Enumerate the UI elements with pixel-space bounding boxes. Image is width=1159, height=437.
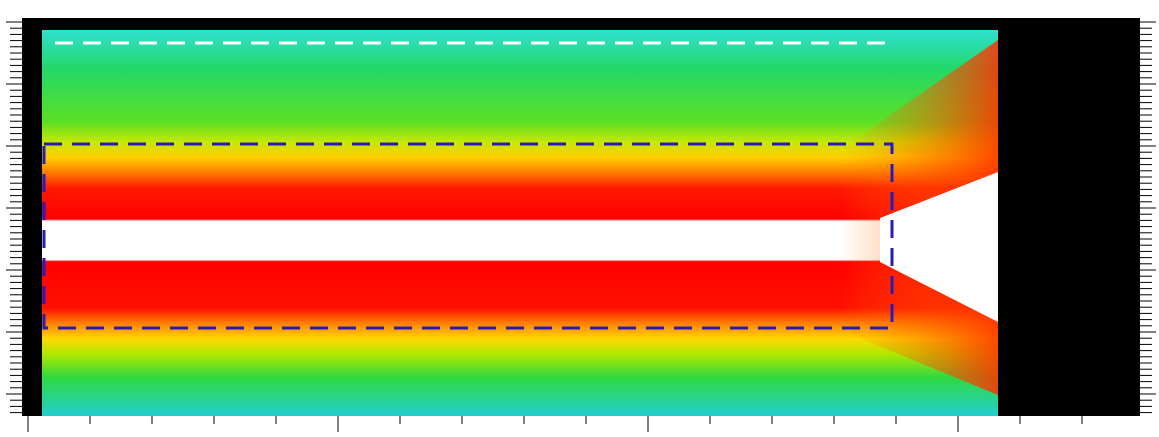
heatmap-figure <box>0 0 1159 437</box>
